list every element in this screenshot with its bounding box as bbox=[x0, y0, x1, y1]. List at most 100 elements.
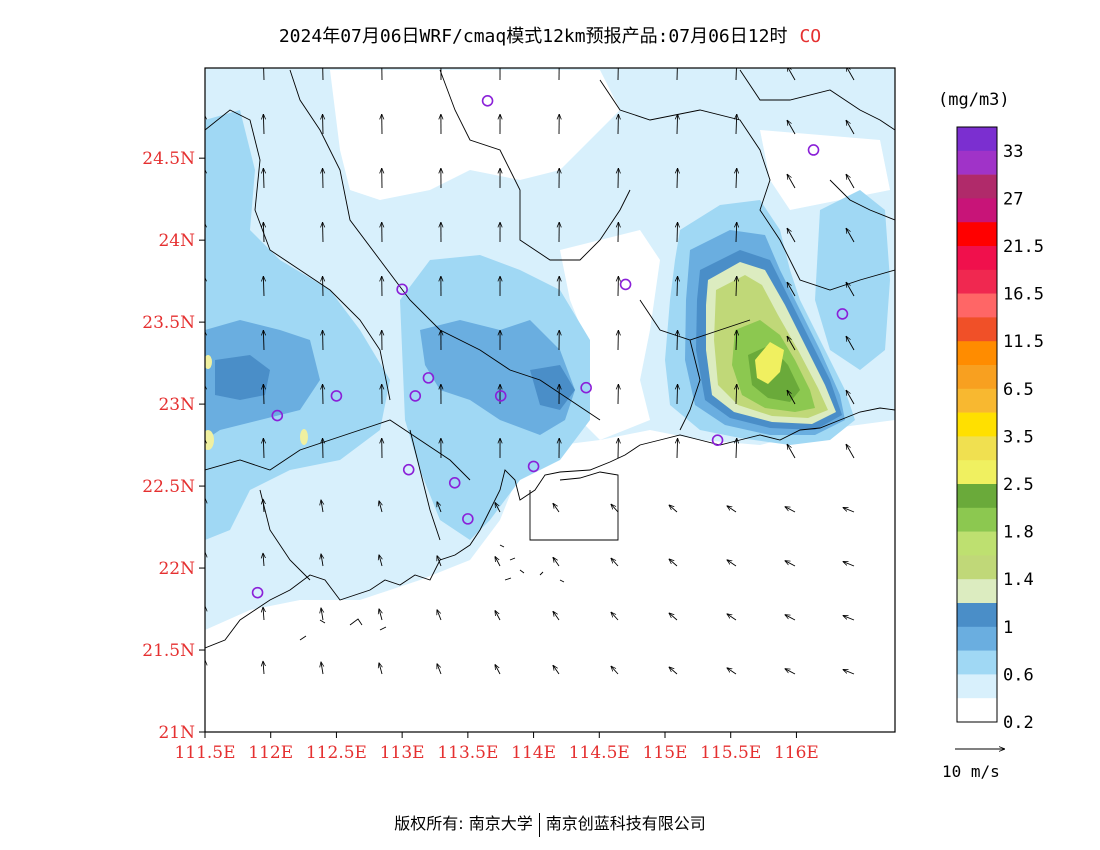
colorbar-swatch bbox=[957, 293, 997, 318]
lon-label: 113E bbox=[380, 743, 425, 763]
wind-arrow bbox=[321, 608, 323, 621]
lon-label: 116E bbox=[774, 743, 819, 763]
colorbar-label: 1.8 bbox=[1003, 523, 1034, 543]
colorbar-swatch bbox=[957, 198, 997, 223]
colorbar-swatch bbox=[957, 507, 997, 532]
shade-0.6-west bbox=[205, 110, 390, 540]
borders-2 bbox=[289, 69, 601, 421]
colorbar-swatch bbox=[957, 222, 997, 247]
colorbar-label: 1.4 bbox=[1003, 570, 1034, 590]
title-species: CO bbox=[799, 26, 822, 47]
wind-arrow bbox=[787, 120, 796, 135]
station-marker bbox=[619, 278, 632, 291]
colorbar-swatch bbox=[957, 626, 997, 651]
colorbar-frame bbox=[956, 126, 998, 723]
wind-arrow bbox=[321, 500, 323, 513]
colorbar-swatch bbox=[957, 317, 997, 342]
colorbar: 33 27 21.5 16.5 11.5 6.5 3.5 2.5 1.8 1.4 1 0.6 0.2 bbox=[956, 126, 1044, 733]
wind-arrow bbox=[263, 607, 264, 621]
station-marker bbox=[396, 283, 408, 296]
wind-arrow bbox=[787, 228, 796, 243]
wind-arrow bbox=[379, 555, 382, 567]
shade-hotspot-1 bbox=[205, 430, 214, 450]
wind-arrow bbox=[677, 276, 678, 297]
wind-arrow bbox=[846, 390, 855, 405]
colorbar-swatch bbox=[957, 127, 997, 152]
borders-4 bbox=[599, 79, 895, 291]
footer-left: 版权所有: 南京大学 bbox=[394, 814, 533, 833]
islands bbox=[299, 544, 565, 641]
wind-arrow bbox=[677, 222, 678, 243]
colorbar-swatch bbox=[957, 531, 997, 556]
lon-label: 114E bbox=[511, 743, 556, 763]
wind-arrow bbox=[495, 556, 501, 567]
colorbar-swatch bbox=[957, 246, 997, 271]
wind-arrow bbox=[495, 502, 501, 513]
wind-arrow bbox=[553, 503, 560, 513]
footer-right: 南京创蓝科技有限公司 bbox=[545, 814, 706, 833]
map-title: 2024年07月06日WRF/cmaq模式12km预报产品:07月06日12时 C… bbox=[0, 22, 1100, 48]
wind-arrow bbox=[495, 610, 501, 621]
lat-label: 24N bbox=[158, 231, 195, 251]
wind-arrow bbox=[787, 444, 796, 459]
lon-label: 112E bbox=[248, 743, 293, 763]
station-marker bbox=[836, 308, 849, 320]
colorbar-label: 27 bbox=[1003, 189, 1023, 209]
colorbar-unit: (mg/m3) bbox=[938, 90, 1010, 110]
station-marker bbox=[481, 94, 494, 107]
hk-boundary bbox=[529, 471, 619, 541]
colorbar-swatch bbox=[957, 579, 997, 604]
lon-label: 112.5E bbox=[306, 743, 367, 763]
colorbar-label: 33 bbox=[1003, 142, 1023, 162]
shade-0.6-ne bbox=[815, 190, 890, 370]
plot-frame bbox=[204, 67, 896, 733]
wind-arrow bbox=[669, 559, 678, 567]
colorbar-label: 16.5 bbox=[1003, 285, 1044, 305]
borders-8 bbox=[409, 429, 441, 541]
wind-arrow bbox=[263, 384, 264, 405]
wind-arrow bbox=[727, 560, 737, 567]
wind-arrow bbox=[611, 666, 619, 675]
wind-arrow bbox=[379, 501, 382, 513]
wind-arrow bbox=[736, 276, 737, 297]
wind-arrow bbox=[843, 506, 855, 513]
wind-arrow bbox=[736, 222, 737, 243]
lon-label: 113.5E bbox=[437, 743, 498, 763]
wind-arrow bbox=[787, 336, 796, 351]
station-marker bbox=[711, 434, 724, 446]
wind-arrow bbox=[846, 282, 855, 297]
shade-hotspot-2 bbox=[300, 429, 308, 445]
station-marker bbox=[494, 390, 507, 402]
colorbar-swatch bbox=[957, 269, 997, 294]
colorbar-label: 0.2 bbox=[1003, 713, 1034, 733]
wind-arrow bbox=[611, 558, 619, 567]
shade-2.5-plume bbox=[755, 342, 784, 384]
colorbar-label: 2.5 bbox=[1003, 475, 1034, 495]
wind-vectors bbox=[205, 68, 855, 675]
colorbar-swatch bbox=[957, 555, 997, 580]
wind-arrow bbox=[736, 168, 737, 189]
wind-reference-label: 10 m/s bbox=[942, 762, 1000, 781]
wind-arrow bbox=[677, 330, 678, 351]
station-marker bbox=[422, 372, 435, 384]
wind-arrow bbox=[736, 438, 737, 459]
wind-arrow bbox=[677, 168, 678, 189]
wind-arrow bbox=[785, 669, 796, 675]
wind-arrow bbox=[437, 663, 442, 675]
wind-arrow bbox=[263, 222, 264, 243]
wind-arrow bbox=[735, 68, 737, 81]
colorbar-label: 6.5 bbox=[1003, 380, 1034, 400]
wind-arrow bbox=[677, 114, 678, 135]
stations bbox=[251, 94, 849, 599]
lon-label: 115E bbox=[643, 743, 688, 763]
shade-0.8-center bbox=[420, 320, 575, 435]
wind-arrow bbox=[437, 555, 442, 567]
wind-arrow bbox=[677, 384, 678, 405]
colorbar-swatch bbox=[957, 365, 997, 390]
shade-1.0-center bbox=[530, 365, 575, 410]
wind-arrow bbox=[843, 668, 855, 675]
colorbar-swatch bbox=[957, 412, 997, 437]
colorbar-swatch bbox=[957, 174, 997, 199]
